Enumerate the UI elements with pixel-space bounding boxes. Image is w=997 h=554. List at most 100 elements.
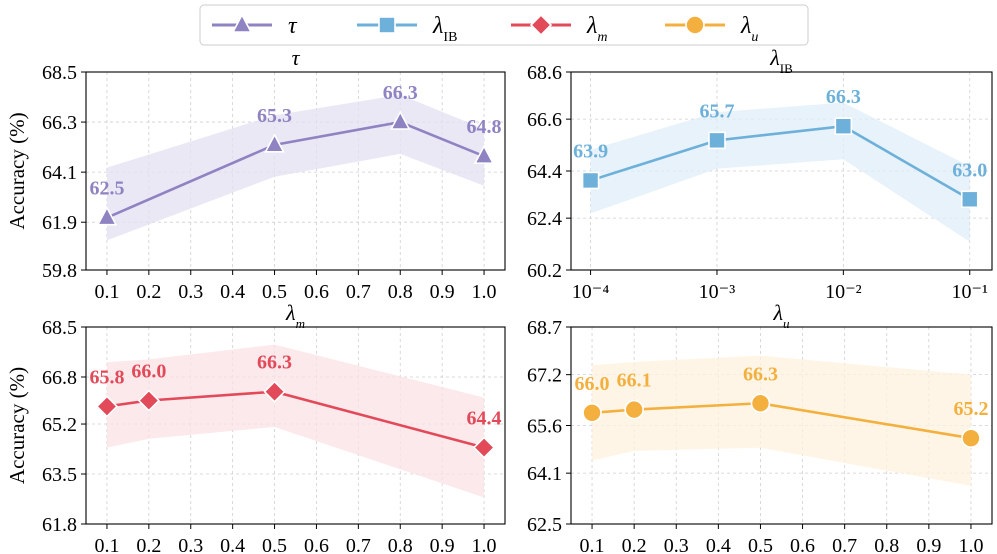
legend-label: λu (740, 13, 758, 45)
x-tick-label: 0.6 (304, 535, 329, 554)
confidence-band (592, 355, 971, 486)
y-tick-label: 64.1 (527, 463, 562, 485)
x-tick-label: 10⁻¹ (951, 281, 988, 303)
data-point (581, 171, 600, 190)
data-label: 66.0 (575, 373, 610, 395)
y-tick-label: 60.2 (527, 260, 562, 282)
panel-title: λm (285, 300, 305, 331)
x-tick-label: 10⁻⁴ (572, 281, 610, 303)
x-tick-label: 0.7 (346, 535, 371, 554)
x-tick-label: 10⁻³ (699, 281, 736, 303)
x-tick-label: 0.3 (178, 281, 203, 303)
y-tick-label: 64.4 (527, 161, 562, 183)
x-tick-label: 0.8 (388, 535, 413, 554)
x-tick-label: 0.9 (430, 535, 455, 554)
y-axis-label: Accuracy (%) (5, 367, 29, 484)
x-tick-label: 0.7 (346, 281, 371, 303)
x-tick-label: 0.3 (664, 535, 689, 554)
data-label: 63.0 (952, 159, 987, 181)
data-label: 65.3 (257, 105, 292, 127)
legend-marker-diamond (529, 13, 553, 37)
x-tick-label: 0.9 (916, 535, 941, 554)
data-point (389, 110, 411, 130)
y-tick-label: 67.2 (527, 365, 562, 387)
legend-label: λm (586, 13, 608, 45)
panel-title: λu (772, 300, 790, 331)
x-tick-label: 0.2 (136, 281, 161, 303)
x-tick-label: 10⁻² (825, 281, 862, 303)
legend-marker-triangle (231, 13, 253, 33)
legend-item-circle: λu (665, 13, 758, 45)
x-tick-label: 0.3 (178, 535, 203, 554)
legend-item-triangle: τ (212, 13, 298, 39)
data-point (472, 436, 496, 459)
panel-title: λIB (769, 45, 793, 76)
data-point (263, 380, 286, 403)
data-label: 65.2 (953, 398, 988, 420)
x-tick-label: 0.6 (304, 281, 329, 303)
panel-2: 63.9 65.7 66.3 63.0 10⁻⁴ 10⁻³ 10⁻² 10⁻¹ 60.2 62.4… (527, 45, 993, 303)
data-point (834, 117, 853, 136)
x-tick-label: 1.0 (958, 535, 983, 554)
x-tick-label: 0.5 (262, 535, 287, 554)
data-label: 64.4 (467, 408, 502, 430)
x-tick-label: 0.1 (94, 535, 119, 554)
data-point (96, 205, 118, 226)
x-tick-label: 0.8 (388, 281, 413, 303)
data-label: 66.3 (257, 352, 292, 374)
panel-4: 66.0 66.1 66.3 65.2 0.1 0.2 0.3 0.4 0.5 0.6 0.7 0.8… (527, 300, 993, 554)
data-label: 66.3 (743, 363, 778, 385)
data-point (582, 402, 602, 423)
y-tick-label: 63.5 (42, 464, 77, 486)
y-tick-label: 61.8 (42, 514, 77, 536)
y-tick-label: 64.1 (42, 162, 77, 184)
y-tick-label: 66.3 (42, 112, 77, 134)
data-label: 66.1 (617, 370, 652, 392)
confidence-band (590, 102, 970, 242)
data-label: 65.8 (89, 366, 124, 388)
axes-frame (85, 71, 506, 271)
y-tick-label: 68.7 (527, 317, 562, 339)
x-tick-label: 0.2 (622, 535, 647, 554)
data-label: 63.9 (573, 140, 608, 162)
y-tick-label: 62.4 (527, 208, 562, 230)
x-tick-label: 0.8 (874, 535, 899, 554)
data-point (624, 399, 644, 420)
y-tick-label: 68.6 (527, 62, 562, 84)
data-point (473, 144, 495, 165)
x-tick-label: 0.1 (580, 535, 605, 554)
series-line (106, 390, 485, 449)
data-point (750, 393, 771, 414)
legend-item-diamond: λm (511, 13, 608, 45)
data-label: 65.7 (699, 100, 734, 122)
confidence-band (106, 94, 485, 241)
y-axis-label: Accuracy (%) (5, 112, 29, 229)
panel-3: 65.8 66.0 66.3 64.4 0.1 0.2 0.3 0.4 0.5 0.6 0.7 0.8… (5, 300, 506, 554)
data-label: 66.3 (383, 82, 418, 104)
panel-title: τ (292, 45, 301, 70)
legend-label: λIB (432, 13, 457, 45)
y-tick-label: 62.5 (527, 514, 562, 536)
y-tick-label: 65.6 (527, 416, 562, 438)
legend-item-square: λIB (357, 13, 457, 45)
legend: τ λIB λm λu (199, 4, 809, 46)
x-tick-label: 0.1 (94, 281, 119, 303)
y-tick-label: 68.5 (42, 62, 77, 84)
axes-frame (85, 326, 506, 525)
confidence-band (106, 344, 485, 498)
legend-marker-square (378, 16, 396, 34)
x-tick-label: 1.0 (472, 281, 497, 303)
x-tick-label: 1.0 (472, 535, 497, 554)
legend-marker-circle (685, 15, 705, 35)
data-label: 66.0 (131, 361, 166, 383)
y-tick-label: 66.8 (42, 367, 77, 389)
data-point (137, 389, 160, 412)
x-tick-label: 0.6 (790, 535, 815, 554)
series-line (106, 120, 485, 219)
x-tick-label: 0.4 (706, 535, 731, 554)
y-tick-label: 65.2 (42, 414, 77, 436)
legend-label: τ (288, 13, 298, 39)
data-point (95, 395, 119, 418)
y-tick-label: 61.9 (42, 212, 77, 234)
